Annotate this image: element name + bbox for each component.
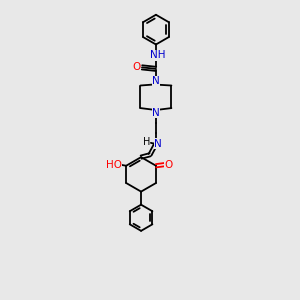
Text: NH: NH [150,50,165,61]
Text: N: N [152,108,160,118]
Text: HO: HO [106,160,122,170]
Text: N: N [154,139,162,149]
Text: N: N [152,76,160,86]
Text: O: O [133,62,141,72]
Text: O: O [164,160,172,170]
Text: H: H [143,137,151,147]
